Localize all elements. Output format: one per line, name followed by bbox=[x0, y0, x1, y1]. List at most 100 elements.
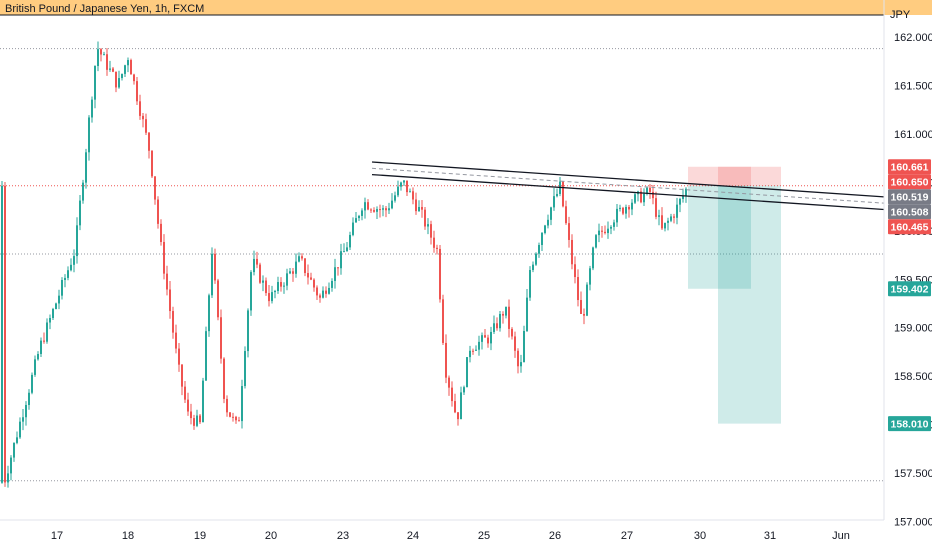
candle-body-179 bbox=[538, 245, 540, 254]
candle-body-71 bbox=[214, 253, 216, 281]
candle-body-163 bbox=[490, 331, 492, 344]
candle-body-135 bbox=[406, 180, 408, 193]
candle-body-28 bbox=[85, 152, 87, 183]
candle-body-219 bbox=[658, 215, 660, 217]
candle-body-174 bbox=[523, 330, 525, 363]
candle-body-189 bbox=[568, 223, 570, 240]
price-tag-label-1: 160.650 bbox=[891, 177, 929, 189]
candle-body-139 bbox=[418, 206, 420, 212]
candle-body-158 bbox=[475, 349, 477, 351]
candle-body-126 bbox=[379, 209, 381, 211]
candle-body-45 bbox=[136, 81, 138, 102]
candle-body-226 bbox=[679, 198, 681, 205]
candle-body-214 bbox=[643, 193, 645, 203]
candle-body-224 bbox=[673, 216, 675, 218]
candle-body-3 bbox=[10, 457, 12, 474]
trendline-upper[interactable] bbox=[371, 161, 885, 198]
candle-body-93 bbox=[280, 282, 282, 287]
candle-body-227 bbox=[682, 195, 684, 199]
candle-body-15 bbox=[46, 322, 48, 342]
x-tick-7: 26 bbox=[549, 530, 561, 542]
candle-body-144 bbox=[433, 237, 435, 248]
candle-body-40 bbox=[121, 73, 123, 79]
candle-body-217 bbox=[652, 191, 654, 199]
candle-body-190 bbox=[571, 239, 573, 265]
candles bbox=[1, 41, 687, 488]
candle-body-102 bbox=[307, 273, 309, 278]
horizontal-levels bbox=[0, 48, 884, 482]
candle-body-106 bbox=[319, 295, 321, 298]
candle-body-180 bbox=[541, 232, 543, 246]
candle-body-38 bbox=[115, 71, 117, 88]
candle-body-68 bbox=[205, 331, 207, 381]
candle-body-175 bbox=[526, 297, 528, 331]
candle-body-33 bbox=[100, 49, 102, 55]
candle-body-82 bbox=[247, 310, 249, 352]
candle-body-63 bbox=[190, 411, 192, 419]
trendline-lower[interactable] bbox=[371, 173, 885, 211]
candle-body-96 bbox=[289, 271, 291, 274]
candle-body-154 bbox=[463, 387, 465, 393]
candle-body-108 bbox=[325, 290, 327, 294]
candle-body-134 bbox=[403, 180, 405, 183]
candle-body-166 bbox=[499, 313, 501, 329]
candle-body-211 bbox=[634, 194, 636, 203]
candle-body-77 bbox=[232, 416, 234, 418]
candle-body-129 bbox=[388, 208, 390, 211]
candle-body-60 bbox=[181, 364, 183, 387]
candle-body-27 bbox=[82, 182, 84, 201]
candle-body-12 bbox=[37, 353, 39, 360]
candle-body-22 bbox=[67, 270, 69, 278]
candle-body-178 bbox=[535, 253, 537, 265]
candle-body-54 bbox=[163, 241, 165, 274]
candle-body-203 bbox=[610, 226, 612, 229]
candle-body-52 bbox=[157, 199, 159, 224]
candle-body-72 bbox=[217, 280, 219, 318]
candle-body-152 bbox=[457, 412, 459, 420]
candle-body-225 bbox=[676, 204, 678, 218]
price-tag-6 bbox=[888, 416, 931, 432]
candle-body-173 bbox=[520, 362, 522, 367]
candle-body-1 bbox=[4, 185, 6, 483]
candle-body-199 bbox=[598, 230, 600, 236]
position-zones bbox=[688, 166, 781, 424]
candle-body-124 bbox=[373, 210, 375, 212]
candle-body-156 bbox=[469, 350, 471, 358]
x-tick-9: 30 bbox=[694, 530, 706, 542]
candle-body-95 bbox=[286, 273, 288, 286]
candle-body-66 bbox=[199, 415, 201, 423]
candle-body-84 bbox=[253, 258, 255, 273]
x-tick-1: 18 bbox=[122, 530, 134, 542]
candle-body-98 bbox=[295, 261, 297, 274]
candle-body-5 bbox=[16, 437, 18, 443]
candle-body-132 bbox=[397, 186, 399, 196]
candle-body-74 bbox=[223, 358, 225, 399]
price-tag-label-3: 160.508 bbox=[891, 207, 929, 219]
candle-body-169 bbox=[508, 306, 510, 329]
candle-body-32 bbox=[97, 49, 99, 66]
candle-body-116 bbox=[349, 234, 351, 248]
candle-body-193 bbox=[580, 300, 582, 315]
candle-body-112 bbox=[337, 267, 339, 269]
candle-body-43 bbox=[130, 60, 132, 75]
stop-zone-2 bbox=[718, 166, 781, 186]
candle-body-138 bbox=[415, 199, 417, 212]
candle-body-109 bbox=[328, 287, 330, 294]
candle-body-26 bbox=[79, 200, 81, 226]
candle-body-58 bbox=[175, 332, 177, 349]
candle-body-171 bbox=[514, 336, 516, 351]
candle-body-155 bbox=[466, 357, 468, 388]
candle-body-14 bbox=[43, 340, 45, 342]
candle-body-23 bbox=[70, 264, 72, 271]
candle-body-195 bbox=[586, 284, 588, 316]
candle-body-191 bbox=[574, 264, 576, 278]
candle-body-177 bbox=[532, 264, 534, 270]
candle-body-76 bbox=[229, 412, 231, 417]
candle-body-69 bbox=[208, 295, 210, 332]
trendlines[interactable] bbox=[371, 161, 885, 211]
candle-body-64 bbox=[193, 418, 195, 426]
candle-body-198 bbox=[595, 235, 597, 248]
candle-body-125 bbox=[376, 209, 378, 212]
candle-body-104 bbox=[313, 279, 315, 288]
